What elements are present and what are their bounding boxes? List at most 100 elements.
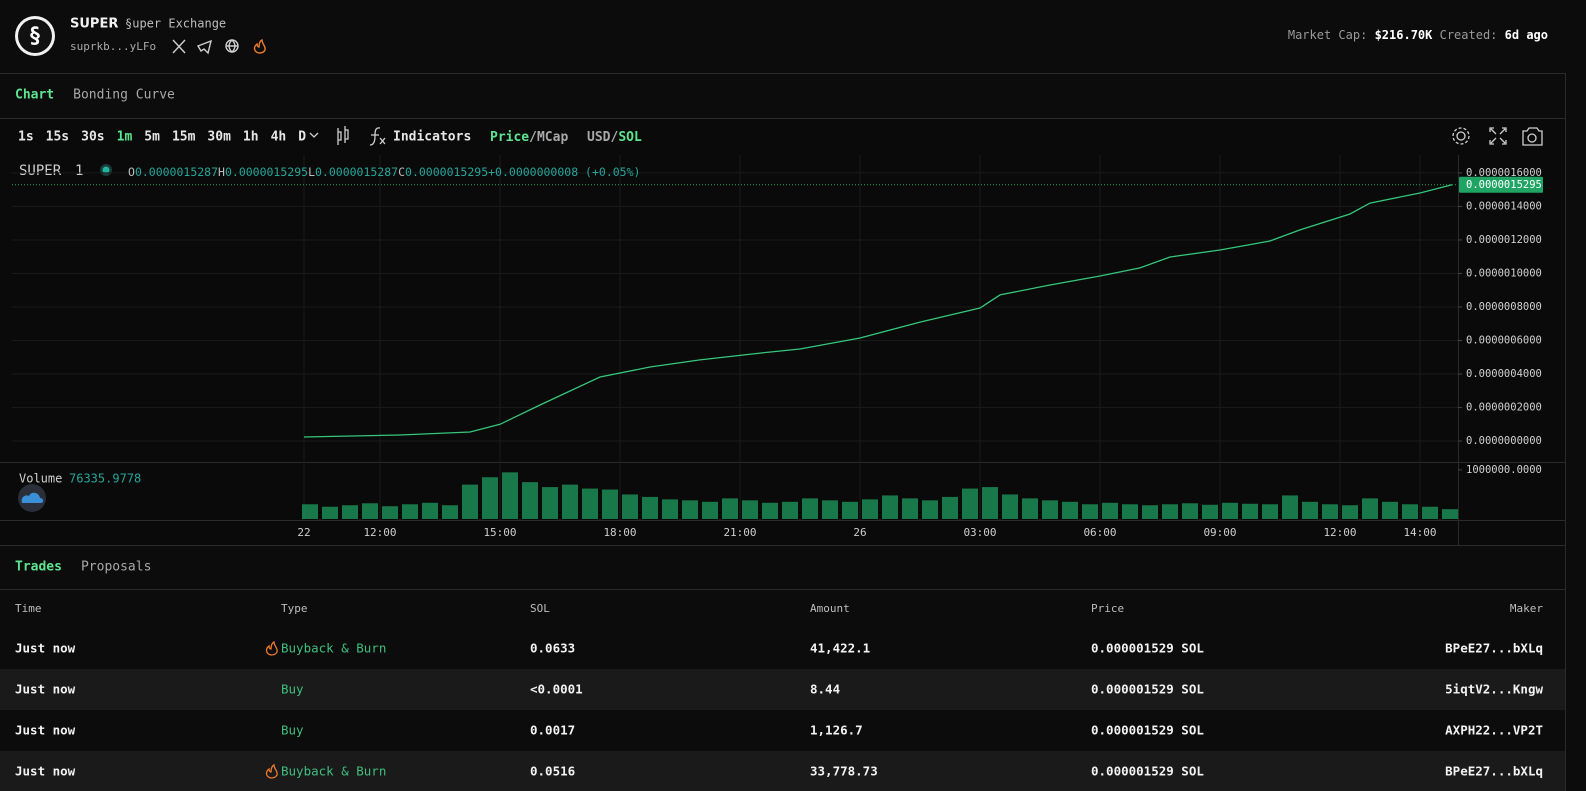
volume-bar xyxy=(842,501,858,519)
last-price-tag xyxy=(1459,176,1543,193)
volume-bar xyxy=(802,498,818,519)
x-tick-label: 14:00 xyxy=(1403,526,1436,539)
table-cell: Just now xyxy=(15,764,76,779)
volume-bar xyxy=(1082,504,1098,519)
volume-bar xyxy=(642,496,658,519)
interval-button[interactable]: D xyxy=(298,130,306,145)
volume-bar xyxy=(922,500,938,519)
volume-bar xyxy=(942,496,958,519)
separator: / xyxy=(529,130,537,145)
volume-bar xyxy=(302,504,318,519)
tab[interactable]: Chart xyxy=(15,88,54,103)
table-cell: AXPH22...VP2T xyxy=(1445,723,1543,738)
created-value: 6d ago xyxy=(1505,28,1548,42)
y-tick-label: 0.0000006000 xyxy=(1466,335,1542,347)
social-icons[interactable] xyxy=(172,38,266,55)
volume-bar xyxy=(382,506,398,519)
volume-bar xyxy=(322,506,338,519)
interval-button[interactable]: 15s xyxy=(46,130,69,145)
volume-bar xyxy=(762,502,778,519)
table-cell: Just now xyxy=(15,682,76,697)
logo-inner xyxy=(18,19,52,53)
settings-icon-ring xyxy=(1452,127,1470,145)
x-tick-label: 26 xyxy=(853,526,866,539)
volume-bar xyxy=(1282,495,1298,519)
interval-button[interactable]: 1m xyxy=(117,130,133,145)
last-price-label: 0.0000015295 xyxy=(1466,179,1542,191)
volume-bar xyxy=(1242,503,1258,519)
settings-icon[interactable] xyxy=(1456,131,1466,141)
x-tick-label: 12:00 xyxy=(363,526,396,539)
column-header: Type xyxy=(281,602,308,615)
burn-icon xyxy=(265,640,278,656)
table-cell: Just now xyxy=(15,723,76,738)
volume-bar xyxy=(1002,494,1018,519)
ohlc-value: 0.0000015287 xyxy=(315,165,398,179)
telegram-icon[interactable] xyxy=(196,39,213,55)
volume-bar xyxy=(1102,502,1118,519)
table-cell: Buyback & Burn xyxy=(281,641,386,656)
ohlc-label: L xyxy=(308,165,315,179)
interval-button[interactable]: 1h xyxy=(243,130,259,145)
table-cell: 0.000001529 SOL xyxy=(1091,682,1204,697)
candle-style-icon[interactable] xyxy=(337,126,349,145)
tab[interactable]: Proposals xyxy=(81,560,151,575)
currency-toggle[interactable]: USD/SOL xyxy=(587,130,642,145)
volume-bar xyxy=(422,502,438,519)
status-dot xyxy=(102,166,110,174)
currency-toggle-b: SOL xyxy=(618,130,642,145)
column-header: Amount xyxy=(810,602,850,615)
table-cell: 0.0516 xyxy=(530,764,575,779)
tab[interactable]: Bonding Curve xyxy=(73,88,175,103)
volume-bar xyxy=(1162,504,1178,519)
volume-bar xyxy=(522,482,538,519)
volume-bar xyxy=(1022,498,1038,519)
interval-button[interactable]: 30s xyxy=(81,130,104,145)
ohlc-legend: O0.0000015287H0.0000015295L0.0000015287C… xyxy=(128,165,640,179)
interval-button[interactable]: 5m xyxy=(144,130,160,145)
price-mcap-toggle[interactable]: Price/MCap xyxy=(490,130,568,145)
interval-button[interactable]: 1s xyxy=(18,130,34,145)
price-line xyxy=(303,184,1453,438)
ohlc-label: H xyxy=(218,165,225,179)
token-name: §uper Exchange xyxy=(125,17,226,31)
volume-bar xyxy=(1422,506,1438,519)
token-symbol: SUPER xyxy=(70,17,118,32)
y-tick-label: 0.0000014000 xyxy=(1466,200,1542,212)
x-tick-label: 06:00 xyxy=(1083,526,1116,539)
toolbar-icons[interactable] xyxy=(309,126,1543,146)
x-tick-label: 09:00 xyxy=(1203,526,1236,539)
volume-bar xyxy=(442,505,458,519)
volume-bar xyxy=(722,498,738,519)
volume-bar xyxy=(782,501,798,519)
interval-dropdown[interactable] xyxy=(309,132,319,138)
interval-button[interactable]: 30m xyxy=(207,130,231,145)
volume-bar xyxy=(662,499,678,519)
tab[interactable]: Trades xyxy=(15,560,62,575)
table-cell: Buy xyxy=(281,682,304,697)
fullscreen-icon[interactable] xyxy=(1489,127,1507,145)
volume-bar xyxy=(462,484,478,519)
table-cell: 0.000001529 SOL xyxy=(1091,641,1204,656)
y-tick-label: 1000000.0000 xyxy=(1466,464,1542,476)
column-header: Price xyxy=(1091,602,1124,615)
ohlc-label: C xyxy=(398,165,405,179)
volume-bar xyxy=(1302,501,1318,519)
burn-icon xyxy=(265,763,278,779)
indicators-button[interactable]: Indicators xyxy=(393,130,471,145)
interval-button[interactable]: 15m xyxy=(172,130,196,145)
volume-bar xyxy=(882,495,898,519)
table-cell: 41,422.1 xyxy=(810,641,870,656)
table-cell: 33,778.73 xyxy=(810,764,878,779)
indicators-icon[interactable] xyxy=(369,127,386,146)
x-tick-label: 21:00 xyxy=(723,526,756,539)
table-cell: 5iqtV2...Kngw xyxy=(1445,682,1543,697)
interval-button[interactable]: 4h xyxy=(271,130,287,145)
chart-panel xyxy=(0,119,1565,545)
burn-icon[interactable] xyxy=(253,38,266,54)
x-icon[interactable] xyxy=(172,39,186,54)
screenshot-icon[interactable] xyxy=(1522,127,1543,146)
